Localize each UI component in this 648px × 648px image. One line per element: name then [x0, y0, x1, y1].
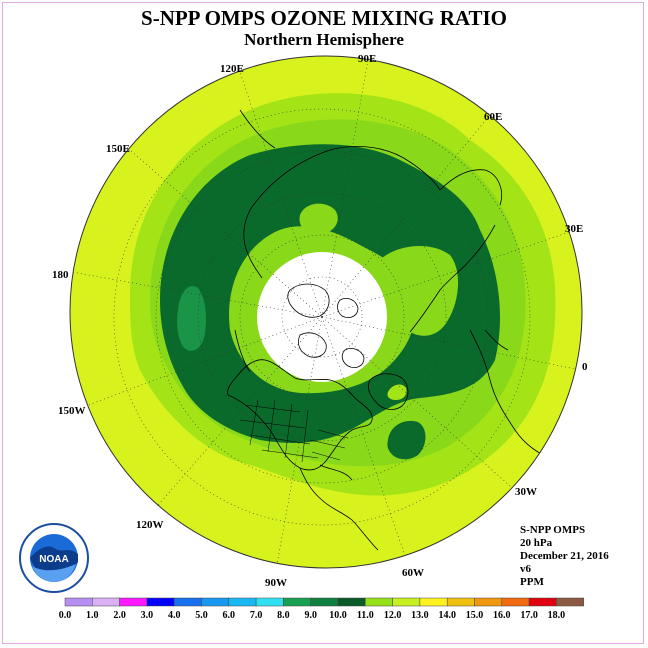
info-version: v6 — [520, 563, 531, 575]
longitude-label-120w: 120W — [136, 519, 164, 531]
colorbar-label-5: 5.0 — [195, 610, 208, 621]
colorbar-label-1: 1.0 — [86, 610, 99, 621]
info-instrument: S-NPP OMPS — [520, 524, 586, 536]
noaa-logo-text: NOAA — [39, 554, 68, 565]
colorbar-label-2: 2.0 — [113, 610, 126, 621]
colorbar-swatch-5 — [201, 597, 230, 607]
longitude-label-60e: 60E — [484, 111, 502, 123]
longitude-label-90w: 90W — [265, 577, 287, 589]
colorbar-swatch-2 — [119, 597, 148, 607]
ozone-pocket-siberia — [299, 203, 338, 235]
info-pressure: 20 hPa — [520, 537, 553, 549]
noaa-logo: NOAA — [19, 523, 89, 593]
colorbar-label-16: 16.0 — [493, 610, 511, 621]
colorbar-swatch-14 — [446, 597, 475, 607]
colorbar-swatch-0 — [64, 597, 93, 607]
colorbar-label-8: 8.0 — [277, 610, 290, 621]
us-states-grid — [239, 399, 349, 463]
colorbar-label-12: 12.0 — [384, 610, 402, 621]
longitude-label-60w: 60W — [402, 567, 424, 579]
colorbar-swatch-10 — [337, 597, 366, 607]
colorbar: 0.0 1.0 2.0 3.0 4.0 5.0 6.0 7.0 8.0 9.0 10.0 11.0 12… — [59, 597, 584, 621]
ozone-pocket-europe — [374, 245, 459, 336]
colorbar-swatch-12 — [392, 597, 421, 607]
colorbar-swatch-3 — [146, 597, 175, 607]
ozone-field — [70, 56, 582, 568]
colorbar-label-17: 17.0 — [520, 610, 538, 621]
colorbar-swatch-16 — [501, 597, 530, 607]
longitude-label-150w: 150W — [58, 405, 86, 417]
colorbar-swatch-8 — [283, 597, 311, 607]
longitude-label-30e: 30E — [565, 223, 583, 235]
graticule-parallels — [113, 108, 531, 526]
colorbar-label-11: 11.0 — [357, 610, 374, 621]
colorbar-swatch-18 — [556, 597, 584, 607]
colorbar-swatch-1 — [92, 597, 120, 607]
colorbar-label-3: 3.0 — [141, 610, 154, 621]
colorbar-swatch-7 — [255, 597, 284, 607]
map-boundary — [69, 55, 583, 569]
ozone-pocket-greenland — [387, 384, 407, 400]
colorbar-label-9: 9.0 — [304, 610, 317, 621]
noaa-logo-wave — [32, 564, 76, 582]
colorbar-swatch-9 — [310, 597, 339, 607]
info-block: S-NPP OMPS 20 hPa December 21, 2016 v6 P… — [520, 524, 609, 589]
graticule-meridians — [71, 59, 581, 568]
colorbar-swatch-4 — [173, 597, 202, 607]
colorbar-label-10: 10.0 — [329, 610, 347, 621]
longitude-label-150e: 150E — [106, 143, 130, 155]
colorbar-label-18: 18.0 — [548, 610, 566, 621]
longitude-label-120e: 120E — [220, 63, 244, 75]
ozone-pocket-atlantic — [387, 420, 426, 460]
info-units: PPM — [520, 576, 544, 588]
colorbar-swatch-15 — [474, 597, 503, 607]
colorbar-label-13: 13.0 — [411, 610, 429, 621]
longitude-label-90e: 90E — [358, 53, 376, 65]
colorbar-swatch-17 — [528, 597, 557, 607]
colorbar-swatch-6 — [228, 597, 257, 607]
longitude-label-0: 0 — [582, 361, 588, 373]
colorbar-label-0: 0.0 — [59, 610, 72, 621]
colorbar-label-14: 14.0 — [438, 610, 456, 621]
map-title: S-NPP OMPS OZONE MIXING RATIO — [141, 6, 507, 30]
longitude-label-30w: 30W — [515, 486, 537, 498]
info-date: December 21, 2016 — [520, 550, 609, 562]
coastlines — [227, 109, 556, 551]
colorbar-label-15: 15.0 — [466, 610, 484, 621]
longitude-label-180: 180 — [52, 269, 69, 281]
colorbar-swatch-11 — [365, 597, 393, 607]
map-subtitle: Northern Hemisphere — [244, 30, 404, 49]
colorbar-label-4: 4.0 — [168, 610, 181, 621]
colorbar-label-7: 7.0 — [250, 610, 263, 621]
colorbar-label-6: 6.0 — [223, 610, 236, 621]
colorbar-swatch-13 — [419, 597, 448, 607]
